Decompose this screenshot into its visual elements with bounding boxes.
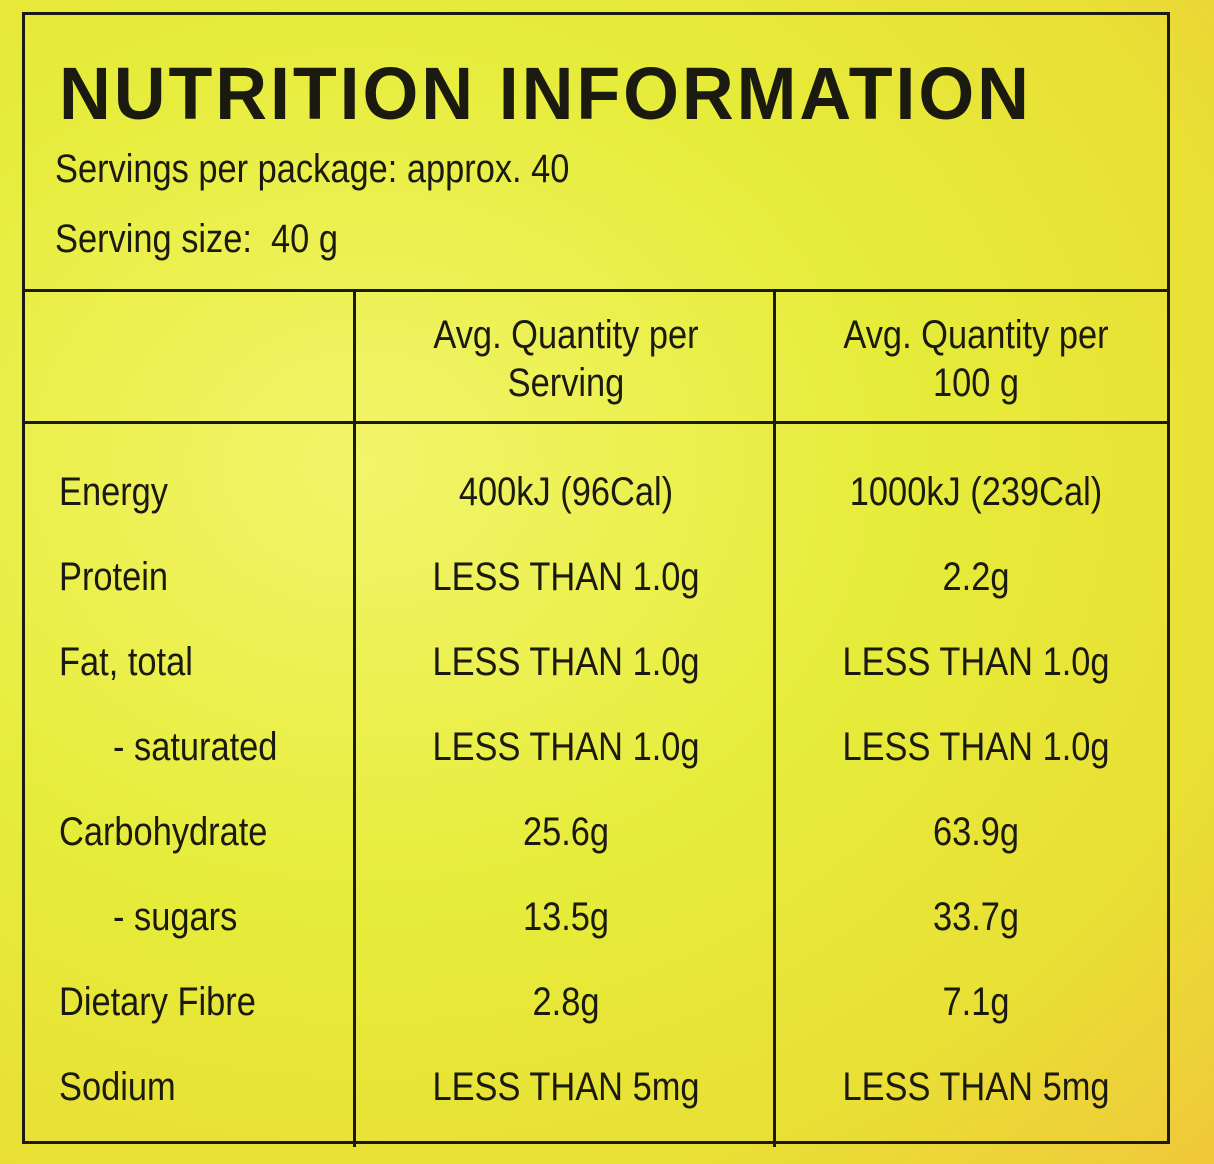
row-value: LESS THAN 5mg (432, 1065, 700, 1109)
row-label: Fat, total (59, 640, 193, 684)
row-value: LESS THAN 5mg (842, 1065, 1110, 1109)
row-value: LESS THAN 1.0g (432, 555, 700, 599)
row-value: 7.1g (942, 980, 1010, 1024)
divider (25, 421, 1167, 424)
column-divider (773, 289, 776, 1147)
row-value: LESS THAN 1.0g (432, 640, 700, 684)
column-header: Avg. Quantity per 100 g (843, 313, 1109, 405)
row-label: Energy (59, 470, 169, 514)
row-value: 13.5g (522, 895, 610, 939)
column-divider (353, 289, 356, 1147)
row-label: Sodium (59, 1065, 176, 1109)
row-label: - sugars (113, 895, 238, 939)
servings-per-package: Servings per package: approx. 40 (55, 147, 570, 191)
column-header: Avg. Quantity per Serving (433, 313, 699, 405)
serving-size: Serving size: 40 g (55, 217, 338, 261)
row-value: 1000kJ (239Cal) (849, 470, 1103, 514)
row-label: - saturated (113, 725, 278, 769)
row-value: 33.7g (932, 895, 1020, 939)
row-value: 400kJ (96Cal) (458, 470, 674, 514)
row-label: Carbohydrate (59, 810, 268, 854)
row-value: 2.2g (942, 555, 1010, 599)
divider (25, 289, 1167, 292)
title: NUTRITION INFORMATION (59, 52, 1032, 135)
row-value: 25.6g (522, 810, 610, 854)
row-value: LESS THAN 1.0g (842, 725, 1110, 769)
nutrition-panel: NUTRITION INFORMATION Servings per packa… (22, 12, 1170, 1147)
row-value: 63.9g (932, 810, 1020, 854)
row-label: Protein (59, 555, 169, 599)
row-value: LESS THAN 1.0g (432, 725, 700, 769)
row-label: Dietary Fibre (59, 980, 256, 1024)
row-value: 2.8g (532, 980, 600, 1024)
row-value: LESS THAN 1.0g (842, 640, 1110, 684)
